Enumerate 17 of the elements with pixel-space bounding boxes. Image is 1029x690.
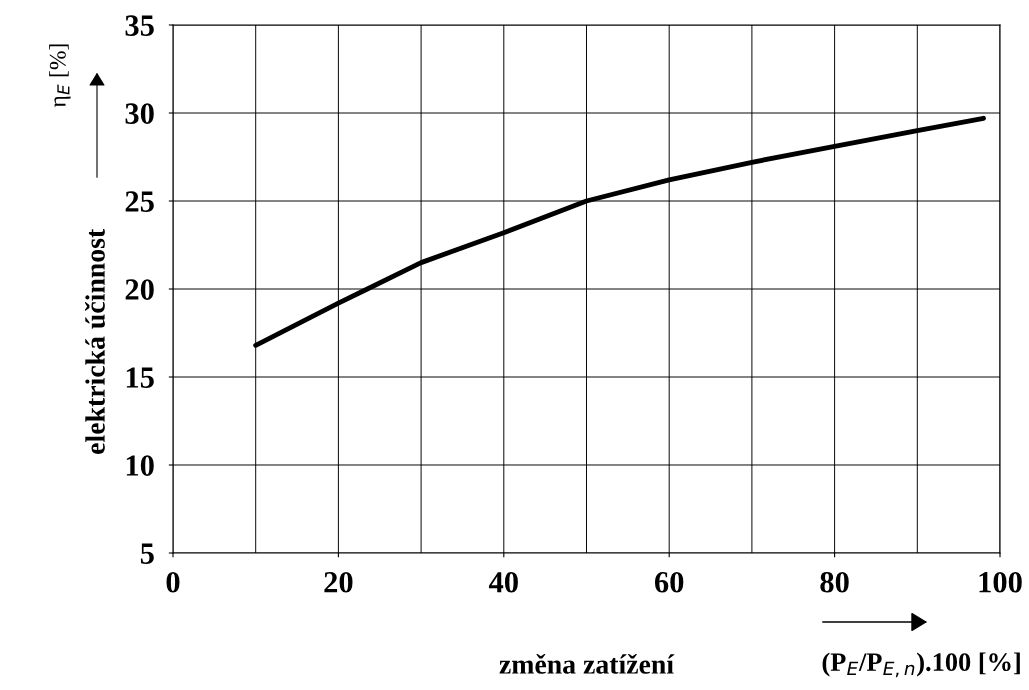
x-tick-label: 40 (488, 571, 518, 593)
x-tick-label: 0 (166, 571, 180, 593)
y-tick-label: 30 (125, 103, 154, 124)
y-tick-label: 10 (126, 455, 154, 476)
text: η$_{E}$ [%] (49, 44, 71, 108)
y-tick-label: 15 (126, 367, 154, 388)
x-tick-label: 100 (979, 571, 1022, 593)
y-axis-title: elektrická účinnost (85, 228, 105, 454)
y-tick-label: 25 (125, 191, 154, 212)
y-tick-label: 5 (140, 543, 154, 564)
x-tick-label: 60 (654, 571, 684, 593)
y-tick-label: 35 (125, 15, 154, 36)
text: (P$_{E}$/P$_{E,n}$).100 [%] (822, 652, 1020, 678)
x-axis-title: změna zatížení (499, 654, 675, 674)
x-tick-label: 20 (324, 571, 353, 593)
x-tick-label: 80 (820, 571, 849, 593)
y-tick-label: 20 (125, 279, 154, 300)
